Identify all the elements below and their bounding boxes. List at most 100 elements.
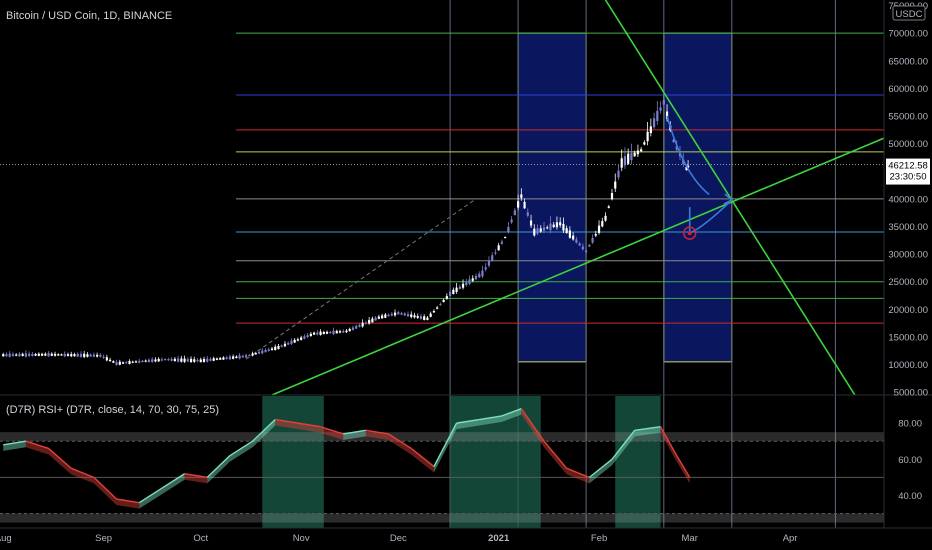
indicator-label[interactable]: (D7R) RSI+ (D7R, close, 14, 70, 30, 75, … — [6, 404, 219, 416]
candle-body — [643, 142, 646, 145]
candle-body — [11, 354, 15, 356]
trendline-1[interactable] — [271, 137, 885, 396]
candle-body — [296, 339, 300, 341]
range-box-2[interactable] — [663, 32, 733, 363]
candle-body — [458, 286, 461, 289]
trendline-2[interactable] — [604, 0, 856, 396]
candle-body — [325, 331, 329, 334]
time-tick-label: Sep — [95, 533, 112, 544]
candle-body — [487, 260, 491, 266]
rsi-line-segment — [410, 447, 435, 468]
candle-body — [8, 353, 11, 357]
rsi-axis[interactable]: 80.00 60.00 40.00 — [898, 419, 922, 502]
price-axis[interactable]: 75000.0070000.0065000.0060000.0055000.00… — [888, 1, 928, 399]
rsi-fill-segment — [275, 419, 298, 430]
candle-body — [665, 111, 669, 119]
rsi-line-segment — [566, 467, 590, 479]
candle-body — [426, 317, 429, 320]
candle-body — [387, 314, 390, 317]
candle-body — [361, 322, 364, 327]
dashed-projection-line[interactable] — [245, 198, 477, 360]
candle-body — [377, 316, 380, 319]
candle-body — [410, 314, 413, 318]
rsi-fill-segment — [634, 426, 661, 437]
candle-body — [118, 361, 121, 365]
candle-body — [50, 353, 53, 356]
candle-body — [70, 354, 73, 357]
rsi-pane[interactable] — [0, 396, 884, 528]
currency-badge[interactable]: USDC — [892, 5, 926, 21]
candle-body — [633, 152, 636, 157]
candle-body — [24, 353, 28, 357]
candle-body — [287, 342, 290, 345]
price-tick-label: 65000.00 — [888, 56, 928, 67]
rsi-line-segment — [184, 473, 208, 479]
time-tick-label: Mar — [682, 533, 698, 544]
bar-countdown: 23:30:50 — [890, 172, 927, 183]
candle-body — [251, 353, 254, 356]
candle-body — [270, 348, 274, 351]
rsi-fill-segment — [320, 426, 344, 440]
time-axis[interactable]: Aug Sep Oct Nov Dec 2021 Feb Mar Apr — [0, 527, 932, 544]
candle-body — [121, 362, 125, 364]
candle-body — [640, 149, 643, 152]
candle-body — [102, 356, 105, 358]
candle-body — [455, 287, 458, 292]
candle-body — [380, 315, 384, 319]
range-box-1[interactable] — [517, 32, 587, 363]
candle-body — [235, 356, 238, 358]
rsi-line-segment — [520, 408, 545, 442]
candle-body — [141, 360, 144, 363]
candle-body — [358, 325, 361, 327]
candle-body — [105, 357, 108, 361]
rsi-fill-segment — [479, 415, 502, 426]
last-price-label-bg — [886, 158, 930, 185]
candle-body — [157, 358, 160, 362]
candle-body — [614, 181, 617, 189]
candle-body — [597, 225, 601, 233]
rsi-band-zone-1 — [0, 432, 884, 442]
candle-body — [76, 353, 79, 357]
candle-body — [355, 325, 358, 329]
candle-body — [539, 228, 542, 232]
rsi-line-segment — [70, 467, 95, 479]
rsi-fill-segment — [365, 430, 389, 440]
candle-body — [66, 354, 70, 356]
candle-body — [202, 358, 206, 362]
candle-body — [607, 206, 610, 208]
rsi-line-segment — [365, 429, 389, 435]
candle-body — [533, 228, 536, 236]
rsi-line-segment — [48, 447, 72, 469]
candle-body — [384, 314, 387, 318]
candle-body — [348, 328, 351, 332]
candle-body — [413, 315, 416, 318]
candle-body — [536, 228, 539, 234]
rsi-line-segment — [611, 429, 636, 460]
candle-body — [364, 322, 368, 324]
candle-body — [604, 215, 607, 221]
projection-arrow-down[interactable] — [666, 115, 710, 196]
price-tick-label: 35000.00 — [888, 222, 928, 233]
price-tick-label: 20000.00 — [888, 305, 928, 316]
target-circle[interactable] — [682, 226, 697, 240]
candle-body — [164, 359, 167, 361]
rsi-line-segment — [388, 433, 412, 450]
candle-body — [53, 353, 57, 356]
candle-body — [529, 220, 533, 226]
candle-body — [28, 353, 31, 356]
rsi-line-segment — [116, 498, 140, 504]
candle-body — [180, 358, 183, 362]
candle-body — [374, 317, 377, 321]
candle-body — [173, 358, 176, 362]
rsi-line-segment — [275, 418, 299, 424]
candle-body — [183, 358, 186, 362]
candle-body — [581, 246, 584, 250]
rsi-line-segment — [501, 408, 522, 417]
candle-body — [60, 354, 63, 356]
candle-body — [494, 252, 497, 254]
candle-body — [222, 357, 225, 360]
candle-body — [601, 221, 604, 227]
candle-body — [73, 354, 76, 357]
candle-body — [591, 237, 594, 243]
